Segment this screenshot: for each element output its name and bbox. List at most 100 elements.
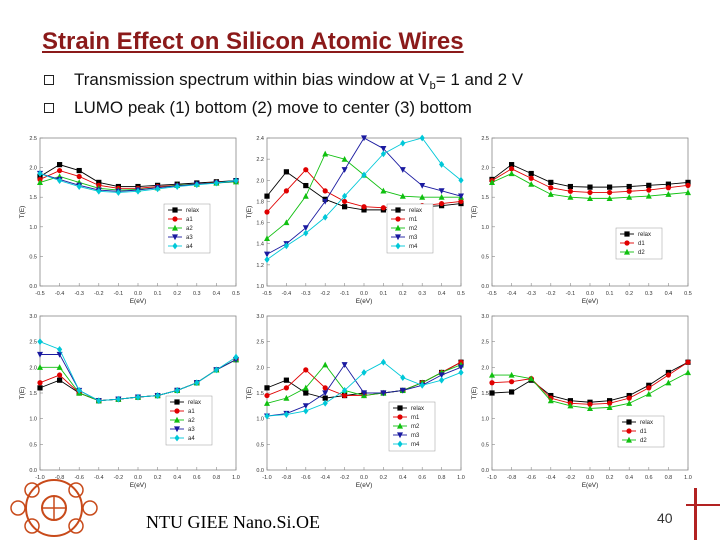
y-tick-label: 1.5: [481, 391, 489, 397]
data-point: [395, 242, 401, 250]
data-point: [665, 372, 671, 378]
y-axis-label: T(E): [246, 206, 253, 219]
chart-panel-top-center: -0.5 -0.4 -0.3 -0.2 -0.1 0.0 0.1 0.2 0.3 0.4 0.5 1.…: [246, 134, 465, 305]
data-point: [438, 188, 445, 195]
data-point: [626, 395, 632, 401]
legend: relax m1 m2 m3 m4: [388, 401, 436, 452]
x-tick-label: -0.8: [55, 475, 64, 481]
y-tick-label: 1.8: [256, 199, 264, 205]
data-point: [400, 139, 406, 147]
data-point: [264, 385, 270, 391]
data-point: [685, 369, 691, 376]
x-tick-label: 0.3: [193, 291, 201, 297]
data-point: [645, 390, 652, 397]
y-tick-label: 2.0: [256, 178, 264, 184]
legend-label: a1: [186, 217, 193, 223]
data-point: [380, 390, 387, 397]
data-point: [509, 166, 515, 172]
x-axis-label: E(eV): [356, 298, 373, 305]
x-tick-label: 0.0: [134, 291, 142, 297]
x-tick-label: -0.2: [94, 291, 103, 297]
x-tick-label: -0.8: [507, 475, 516, 481]
data-point: [665, 379, 672, 386]
data-point: [361, 369, 367, 376]
data-point: [172, 224, 178, 231]
square-bullet-icon: [44, 75, 54, 85]
data-point: [174, 416, 180, 423]
legend-label: m2: [411, 424, 420, 430]
chart-panel-top-right: -0.5 -0.4 -0.3 -0.2 -0.1 0.0 0.1 0.2 0.3 0.4 0.5 0.…: [471, 136, 692, 305]
x-tick-label: -0.3: [526, 291, 535, 297]
data-point: [322, 390, 329, 397]
data-point: [626, 419, 632, 425]
legend-box: [386, 203, 434, 254]
legend-label: m1: [411, 415, 420, 421]
data-point: [135, 393, 141, 401]
data-point: [341, 167, 348, 173]
data-point: [399, 167, 406, 173]
data-point: [395, 234, 401, 241]
data-point: [96, 179, 102, 185]
bullet-text: Transmission spectrum within bias window…: [74, 70, 524, 92]
data-point: [624, 231, 630, 237]
x-tick-label: 0.2: [606, 475, 614, 481]
y-tick-label: 3.0: [481, 314, 489, 320]
series-line: [491, 361, 689, 403]
data-point: [283, 394, 290, 401]
data-point: [397, 405, 403, 411]
x-tick-label: -0.5: [262, 291, 271, 297]
square-bullet-icon: [44, 103, 54, 113]
data-point: [587, 401, 593, 407]
data-point: [322, 150, 329, 157]
data-point: [548, 185, 554, 191]
data-point: [264, 412, 270, 420]
x-axis-label: E(eV): [582, 482, 599, 489]
data-point: [624, 240, 630, 246]
x-tick-label: 0.6: [645, 475, 653, 481]
data-point: [587, 184, 593, 190]
legend-label: a4: [186, 244, 193, 250]
data-point: [489, 371, 495, 378]
x-tick-label: 0.0: [360, 291, 368, 297]
data-point: [587, 405, 593, 411]
data-point: [395, 207, 401, 213]
legend-label: a1: [188, 409, 195, 415]
data-point: [419, 182, 426, 189]
legend-label: m3: [409, 235, 418, 241]
data-point: [264, 251, 270, 258]
x-tick-label: 0.3: [645, 291, 653, 297]
data-point: [264, 256, 270, 263]
series-m4: [264, 358, 464, 420]
data-point: [567, 402, 574, 409]
data-point: [37, 338, 43, 346]
data-point: [341, 155, 348, 162]
x-tick-label: -0.4: [507, 291, 516, 297]
data-point: [135, 187, 141, 195]
y-tick-label: 1.4: [256, 242, 264, 248]
data-point: [303, 367, 309, 373]
data-point: [419, 194, 426, 200]
series-d2: [489, 170, 691, 201]
x-tick-label: -0.4: [94, 475, 103, 481]
series-relax: [489, 359, 691, 405]
data-point: [509, 389, 515, 395]
x-tick-label: 0.2: [173, 291, 181, 297]
bullet-item: LUMO peak (1) bottom (2) move to center …: [44, 94, 523, 122]
data-point: [528, 180, 535, 187]
legend-label: a2: [186, 226, 193, 232]
data-point: [322, 399, 328, 407]
data-point: [626, 428, 632, 434]
legend-label: m4: [411, 442, 420, 448]
x-tick-label: 0.5: [457, 291, 465, 297]
x-tick-label: -0.4: [320, 475, 329, 481]
data-point: [172, 216, 178, 222]
data-point: [626, 194, 633, 200]
y-tick-label: 3.0: [256, 314, 264, 320]
data-point: [76, 167, 82, 174]
data-point: [283, 169, 289, 175]
data-point: [57, 162, 63, 168]
series-m2: [264, 150, 464, 242]
y-tick-label: 2.5: [256, 340, 264, 346]
data-point: [458, 364, 464, 371]
data-point: [37, 179, 43, 185]
